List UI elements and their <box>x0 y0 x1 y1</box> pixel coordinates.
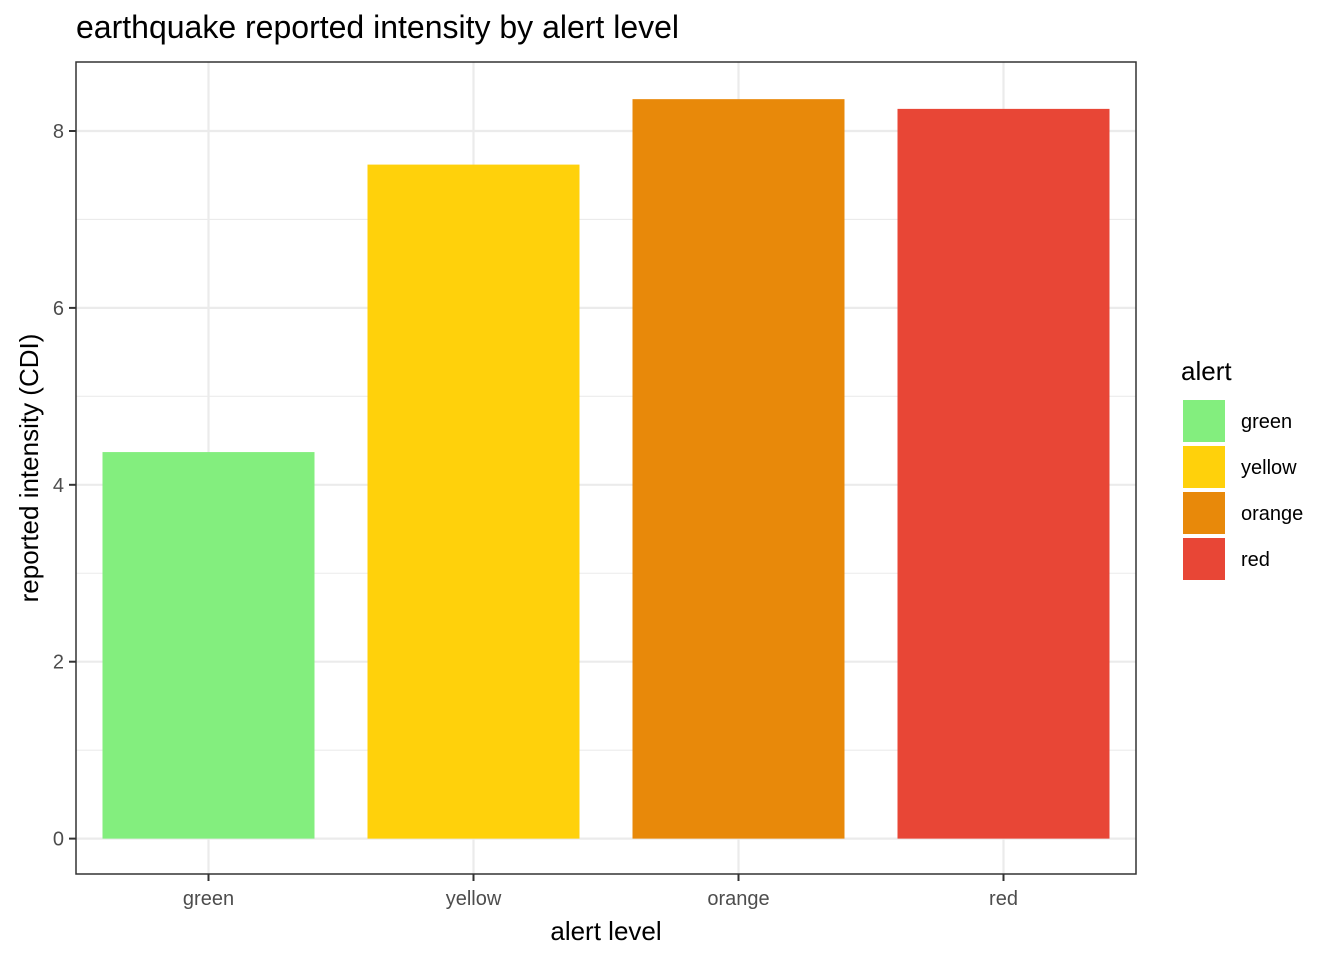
legend-swatch-orange <box>1183 492 1225 534</box>
x-axis: green yellow orange red <box>183 874 1018 910</box>
x-tick-label: orange <box>707 888 769 910</box>
legend-swatch-green <box>1183 400 1225 442</box>
y-axis: 0 2 4 6 8 <box>53 121 76 851</box>
chart-title: earthquake reported intensity by alert l… <box>76 9 679 45</box>
y-tick-label: 4 <box>53 475 64 497</box>
x-axis-title: alert level <box>550 916 661 946</box>
y-tick-label: 8 <box>53 121 64 143</box>
bar-yellow <box>367 164 580 839</box>
x-tick-label: green <box>183 888 234 910</box>
panel-border <box>75 61 1137 875</box>
legend: alert green yellow orange red <box>1181 356 1303 580</box>
y-tick-label: 2 <box>53 652 64 674</box>
legend-label-orange: orange <box>1241 503 1303 525</box>
y-axis-title: reported intensity (CDI) <box>14 334 44 603</box>
bars <box>102 99 1110 839</box>
bar-green <box>102 452 315 839</box>
legend-label-yellow: yellow <box>1241 457 1297 479</box>
legend-label-red: red <box>1241 549 1270 571</box>
legend-title: alert <box>1181 356 1232 386</box>
bar-orange <box>632 99 845 839</box>
legend-swatch-red <box>1183 538 1225 580</box>
bar-red <box>897 108 1110 839</box>
y-tick-label: 6 <box>53 298 64 320</box>
legend-swatch-yellow <box>1183 446 1225 488</box>
y-tick-label: 0 <box>53 829 64 851</box>
legend-label-green: green <box>1241 411 1292 433</box>
x-tick-label: yellow <box>446 888 502 910</box>
x-tick-label: red <box>989 888 1018 910</box>
